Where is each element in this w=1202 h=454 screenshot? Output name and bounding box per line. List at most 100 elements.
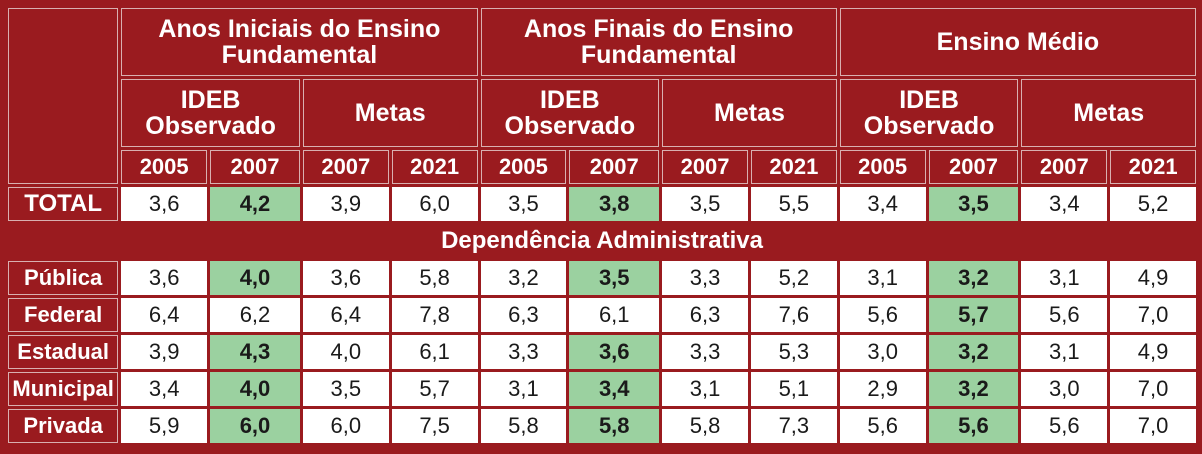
year-header: 2007 xyxy=(928,150,1019,184)
subheader-observado: Observado xyxy=(863,112,995,140)
section-title: Dependência Administrativa xyxy=(8,224,1196,258)
group-title-line2: Fundamental xyxy=(221,41,378,69)
year-header: 2007 xyxy=(302,150,389,184)
table-cell: 7,0 xyxy=(1110,409,1196,443)
table-cell: 3,1 xyxy=(480,372,567,406)
group-title-line1: Anos Iniciais do Ensino xyxy=(158,15,441,43)
table-cell: 6,4 xyxy=(121,298,208,332)
row-label: Municipal xyxy=(8,372,119,406)
subheader-ideb: IDEB xyxy=(180,86,241,114)
subheader-ideb-observado: IDEB Observado xyxy=(480,79,660,147)
group-header-anos-iniciais: Anos Iniciais do Ensino Fundamental xyxy=(121,8,478,76)
table-cell: 4,2 xyxy=(210,187,300,221)
row-label: Estadual xyxy=(8,335,119,369)
table-cell: 3,1 xyxy=(1021,261,1108,295)
subheader-metas: Metas xyxy=(662,79,837,147)
table-cell: 7,0 xyxy=(1110,298,1196,332)
table-cell: 4,0 xyxy=(210,261,300,295)
subheader-metas: Metas xyxy=(302,79,478,147)
table-cell: 5,7 xyxy=(928,298,1019,332)
year-header: 2021 xyxy=(391,150,478,184)
table-cell: 3,2 xyxy=(928,335,1019,369)
table-cell: 4,0 xyxy=(302,335,389,369)
subheader-row: IDEB Observado Metas IDEB Observado Meta… xyxy=(8,79,1196,147)
table-cell: 2,9 xyxy=(839,372,926,406)
table-cell: 5,8 xyxy=(569,409,660,443)
table-cell: 6,3 xyxy=(480,298,567,332)
table-row: Privada 5,9 6,0 6,0 7,5 5,8 5,8 5,8 7,3 5,6 5,6 5,6… xyxy=(8,409,1196,443)
table-row: Pública 3,6 4,0 3,6 5,8 3,2 3,5 3,3 5,2 3,1 3,2 3,1… xyxy=(8,261,1196,295)
table-cell: 5,6 xyxy=(839,409,926,443)
table-cell: 4,3 xyxy=(210,335,300,369)
subheader-ideb-observado: IDEB Observado xyxy=(121,79,300,147)
year-header: 2007 xyxy=(210,150,300,184)
table-cell: 3,1 xyxy=(839,261,926,295)
table-cell: 3,6 xyxy=(569,335,660,369)
table-cell: 3,4 xyxy=(569,372,660,406)
table-cell: 3,5 xyxy=(480,187,567,221)
table-cell: 7,6 xyxy=(750,298,837,332)
table-cell: 3,5 xyxy=(569,261,660,295)
table-cell: 3,9 xyxy=(302,187,389,221)
table-cell: 4,9 xyxy=(1110,261,1196,295)
table-cell: 3,5 xyxy=(302,372,389,406)
table-cell: 3,5 xyxy=(928,187,1019,221)
table-cell: 3,2 xyxy=(928,372,1019,406)
table-cell: 6,2 xyxy=(210,298,300,332)
table-cell: 3,4 xyxy=(121,372,208,406)
table-cell: 4,0 xyxy=(210,372,300,406)
table-cell: 5,5 xyxy=(750,187,837,221)
year-row: 2005 2007 2007 2021 2005 2007 2007 2021 … xyxy=(8,150,1196,184)
row-label-total: TOTAL xyxy=(8,187,119,221)
table-cell: 7,3 xyxy=(750,409,837,443)
table-cell: 3,1 xyxy=(662,372,748,406)
year-header: 2007 xyxy=(569,150,660,184)
table-cell: 3,6 xyxy=(121,187,208,221)
row-label: Privada xyxy=(8,409,119,443)
table-cell: 6,1 xyxy=(391,335,478,369)
group-header-row: Anos Iniciais do Ensino Fundamental Anos… xyxy=(8,8,1196,184)
table-cell: 3,0 xyxy=(839,335,926,369)
subheader-observado: Observado xyxy=(145,112,276,140)
table-cell: 6,1 xyxy=(569,298,660,332)
table-cell: 3,2 xyxy=(480,261,567,295)
section-row: Dependência Administrativa xyxy=(8,224,1196,258)
year-header: 2005 xyxy=(480,150,567,184)
subheader-ideb: IDEB xyxy=(539,86,600,114)
table-cell: 5,2 xyxy=(1110,187,1196,221)
table-cell: 5,6 xyxy=(839,298,926,332)
table-cell: 3,6 xyxy=(302,261,389,295)
year-header: 2007 xyxy=(662,150,748,184)
year-header: 2005 xyxy=(839,150,926,184)
row-label: Federal xyxy=(8,298,119,332)
table-cell: 6,0 xyxy=(302,409,389,443)
table-row: Federal 6,4 6,2 6,4 7,8 6,3 6,1 6,3 7,6 5,6 5,7 5,6… xyxy=(8,298,1196,332)
table-cell: 7,8 xyxy=(391,298,478,332)
table-cell: 3,0 xyxy=(1021,372,1108,406)
table-cell: 5,6 xyxy=(1021,409,1108,443)
table-cell: 5,8 xyxy=(391,261,478,295)
table-cell: 3,1 xyxy=(1021,335,1108,369)
table-cell: 5,1 xyxy=(750,372,837,406)
table-cell: 5,8 xyxy=(662,409,748,443)
table-cell: 5,6 xyxy=(1021,298,1108,332)
table-cell: 3,9 xyxy=(121,335,208,369)
table-cell: 3,8 xyxy=(569,187,660,221)
table-cell: 3,4 xyxy=(1021,187,1108,221)
table-cell: 6,0 xyxy=(391,187,478,221)
table-cell: 3,5 xyxy=(662,187,748,221)
table-cell: 3,6 xyxy=(121,261,208,295)
table-cell: 6,3 xyxy=(662,298,748,332)
group-title-line1: Ensino Médio xyxy=(936,28,1100,56)
table-cell: 4,9 xyxy=(1110,335,1196,369)
group-title-line1: Anos Finais do Ensino xyxy=(523,15,794,43)
table-row: Estadual 3,9 4,3 4,0 6,1 3,3 3,6 3,3 5,3 3,0 3,2 3,… xyxy=(8,335,1196,369)
subheader-ideb-observado: IDEB Observado xyxy=(839,79,1019,147)
ideb-table: Anos Iniciais do Ensino Fundamental Anos… xyxy=(5,5,1199,446)
table-cell: 3,2 xyxy=(928,261,1019,295)
table-cell: 7,5 xyxy=(391,409,478,443)
group-title-line2: Fundamental xyxy=(580,41,737,69)
table-cell: 6,0 xyxy=(210,409,300,443)
table-row: Municipal 3,4 4,0 3,5 5,7 3,1 3,4 3,1 5,1 2,9 3,2 3… xyxy=(8,372,1196,406)
